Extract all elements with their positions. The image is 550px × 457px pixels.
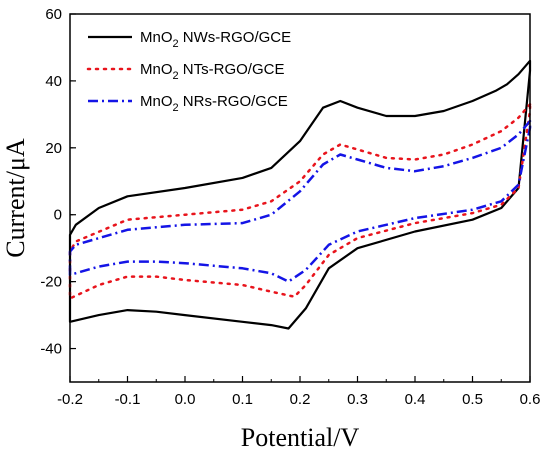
legend-label-2: MnO2 NTs-RGO/GCE: [140, 61, 284, 82]
series-layer: [68, 59, 532, 330]
x-tick-label: 0.4: [405, 391, 426, 408]
x-tick-label: 0.6: [520, 391, 541, 408]
legend: MnO2 NWs-RGO/GCE MnO2 NTs-RGO/GCE MnO2 NRs…: [86, 29, 291, 114]
y-tick-label: 60: [45, 6, 62, 23]
x-tick-label: -0.1: [115, 391, 141, 408]
x-tick-label: 0.0: [175, 391, 196, 408]
x-axis-label: Potential/V: [241, 423, 360, 452]
x-tick-label: 0.5: [462, 391, 483, 408]
plot-frame: [69, 13, 531, 383]
y-tick-label: -40: [40, 341, 62, 358]
y-tick-label: 20: [45, 140, 62, 157]
legend-label-1: MnO2 NWs-RGO/GCE: [140, 29, 291, 50]
series-line-1: [68, 59, 532, 330]
y-tick-label: 40: [45, 73, 62, 90]
y-tick-label: -20: [40, 274, 62, 291]
legend-label-3: MnO2 NRs-RGO/GCE: [140, 93, 288, 114]
y-axis-label: Current/μA: [1, 138, 30, 258]
x-tick-label: 0.3: [347, 391, 368, 408]
x-tick-label: 0.2: [290, 391, 311, 408]
y-tick-label: 0: [54, 207, 62, 224]
series-line-3: [68, 119, 532, 283]
x-tick-label: -0.2: [57, 391, 83, 408]
series-line-2: [68, 103, 532, 300]
ticks-layer: -0.2 -0.1 0.0 0.1 0.2 0.3 0.4 0.5 0.6 -40 -20 0 20 40…: [40, 6, 540, 408]
x-tick-label: 0.1: [232, 391, 253, 408]
